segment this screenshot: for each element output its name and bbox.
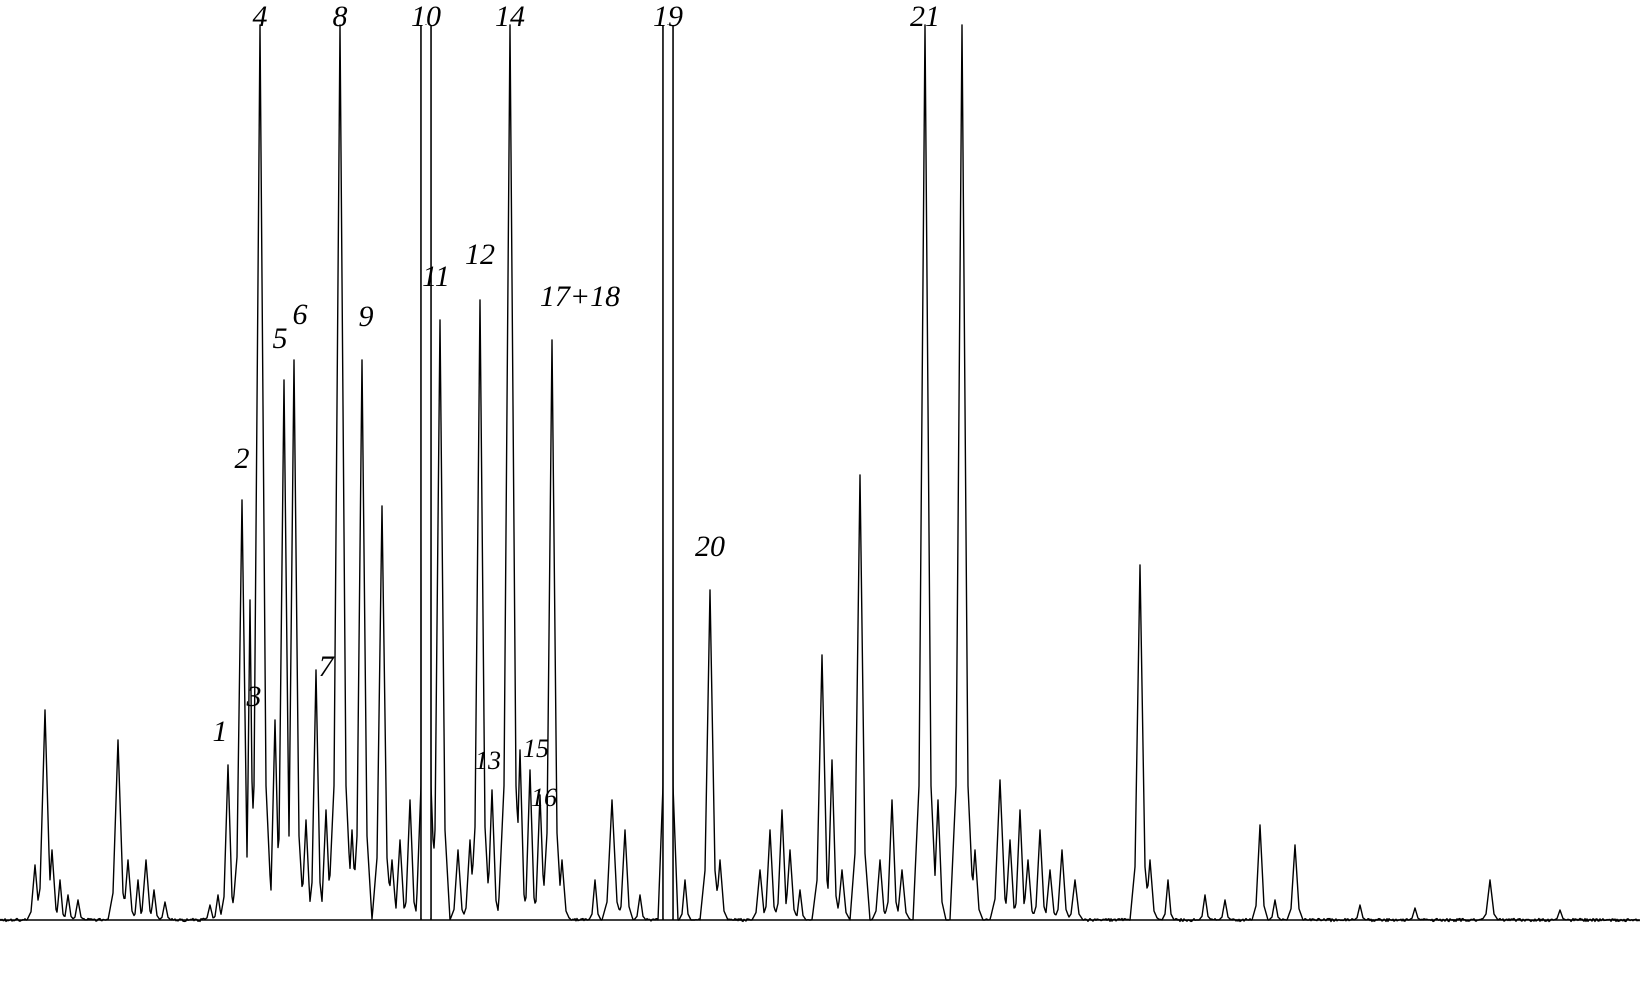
peak-label: 12 — [465, 238, 495, 272]
peak-label: 2 — [235, 442, 250, 476]
peak-label: 11 — [422, 260, 450, 294]
peak-label: 1 — [213, 715, 228, 749]
offscale-peak-fill — [422, 25, 431, 918]
peak-label: 14 — [495, 0, 525, 34]
peak-label: 5 — [273, 322, 288, 356]
peak-label: 15 — [523, 734, 549, 764]
peak-label: 4 — [253, 0, 268, 34]
peak-label: 10 — [411, 0, 441, 34]
peak-label: 17+18 — [540, 280, 620, 314]
chromatogram-trace — [0, 0, 1640, 989]
peak-label: 3 — [247, 680, 262, 714]
peak-label: 20 — [695, 530, 725, 564]
peak-label: 13 — [475, 746, 501, 776]
peak-label: 8 — [333, 0, 348, 34]
offscale-peak-fill — [664, 25, 673, 918]
peak-label: 21 — [910, 0, 940, 34]
chromatogram-chart: 1234567891011121314151617+18192021 — [0, 0, 1640, 989]
peak-label: 9 — [359, 300, 374, 334]
peak-label: 6 — [293, 298, 308, 332]
peak-label: 16 — [531, 783, 557, 813]
peak-label: 19 — [653, 0, 683, 34]
peak-label: 7 — [319, 650, 334, 684]
